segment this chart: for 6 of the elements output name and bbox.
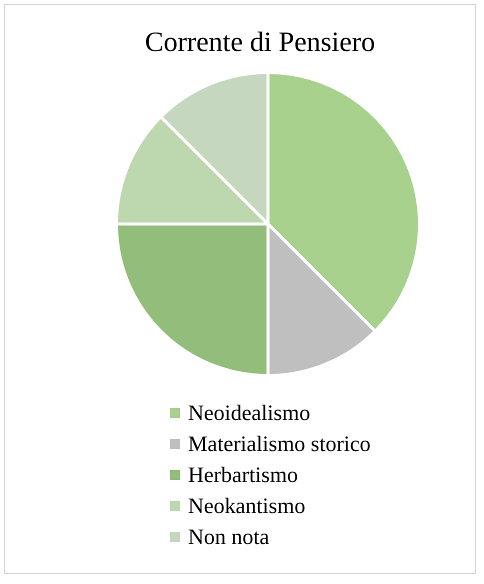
legend-label: Non nota bbox=[188, 524, 270, 550]
legend-label: Herbartismo bbox=[188, 462, 298, 488]
legend-label: Materialismo storico bbox=[188, 430, 371, 456]
legend-label: Neoidealismo bbox=[188, 400, 310, 426]
legend-label: Neokantismo bbox=[188, 492, 306, 518]
chart-title: Corrente di Pensiero bbox=[144, 27, 376, 59]
